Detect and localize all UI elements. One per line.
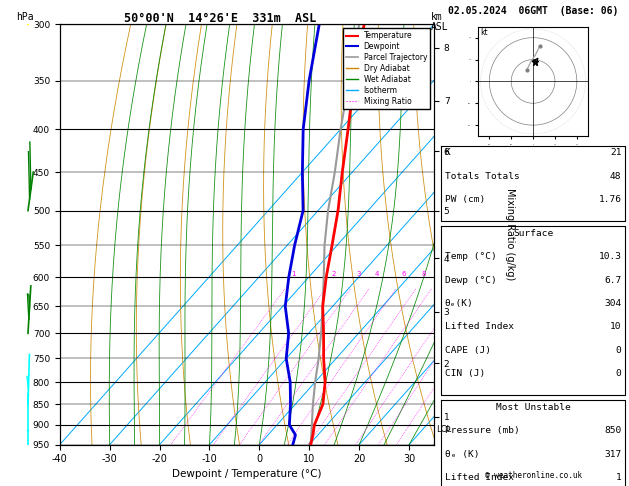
Text: 02.05.2024  06GMT  (Base: 06): 02.05.2024 06GMT (Base: 06) [448,6,618,16]
Text: Lifted Index: Lifted Index [445,473,514,482]
Y-axis label: Mixing Ratio (g/kg): Mixing Ratio (g/kg) [505,189,515,280]
Text: 50°00'N  14°26'E  331m  ASL: 50°00'N 14°26'E 331m ASL [124,12,316,25]
Text: 1: 1 [291,271,296,277]
Text: 3: 3 [357,271,361,277]
Text: Surface: Surface [513,229,553,238]
Text: 850: 850 [604,426,621,435]
Text: Most Unstable: Most Unstable [496,403,571,412]
Text: 0: 0 [616,369,621,378]
Text: PW (cm): PW (cm) [445,195,485,204]
Text: θₑ (K): θₑ (K) [445,450,479,459]
Text: CIN (J): CIN (J) [445,369,485,378]
Text: 1.76: 1.76 [598,195,621,204]
Text: hPa: hPa [16,12,33,22]
Text: 6.7: 6.7 [604,276,621,285]
Text: 6: 6 [402,271,406,277]
Text: Temp (°C): Temp (°C) [445,252,496,261]
Text: km: km [431,12,443,22]
Text: 4: 4 [375,271,379,277]
Text: 304: 304 [604,299,621,308]
Text: 10.3: 10.3 [598,252,621,261]
Text: LCL: LCL [437,424,452,434]
Text: θₑ(K): θₑ(K) [445,299,474,308]
Text: kt: kt [481,29,488,37]
Text: 10: 10 [610,322,621,331]
Text: 2: 2 [331,271,336,277]
Text: Lifted Index: Lifted Index [445,322,514,331]
Legend: Temperature, Dewpoint, Parcel Trajectory, Dry Adiabat, Wet Adiabat, Isotherm, Mi: Temperature, Dewpoint, Parcel Trajectory… [343,28,430,109]
Text: © weatheronline.co.uk: © weatheronline.co.uk [484,471,582,480]
Text: Totals Totals: Totals Totals [445,172,520,181]
Text: 8: 8 [421,271,426,277]
Text: ASL: ASL [431,22,448,32]
Text: 1: 1 [616,473,621,482]
Text: K: K [445,148,450,157]
Text: 48: 48 [610,172,621,181]
Text: CAPE (J): CAPE (J) [445,346,491,355]
Text: Pressure (mb): Pressure (mb) [445,426,520,435]
Text: Dewp (°C): Dewp (°C) [445,276,496,285]
Text: 21: 21 [610,148,621,157]
X-axis label: Dewpoint / Temperature (°C): Dewpoint / Temperature (°C) [172,469,321,479]
Text: 0: 0 [616,346,621,355]
Text: 317: 317 [604,450,621,459]
